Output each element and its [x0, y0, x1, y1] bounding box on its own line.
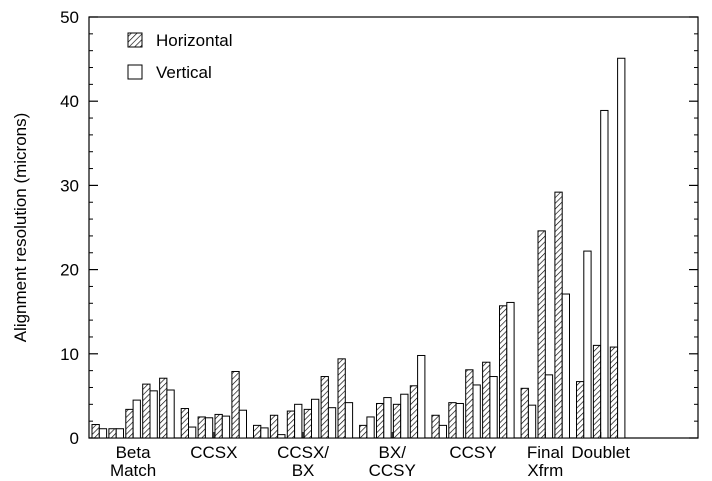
bar-horizontal [376, 402, 385, 439]
bar-horizontal [576, 381, 585, 439]
x-axis-categories: Beta Match CCSX CCSX/BX BX/CCSY CCSY Final Xfrm… [110, 432, 630, 480]
bar-vertical [383, 397, 392, 439]
bar-vertical [489, 376, 498, 439]
y-tick-label: 20 [60, 261, 79, 280]
bars [91, 57, 626, 439]
bar-horizontal [609, 346, 619, 439]
bar-vertical [277, 434, 286, 439]
bar-horizontal [125, 408, 134, 439]
bar-horizontal [337, 358, 346, 439]
bar-vertical [188, 426, 197, 439]
y-tick-label: 50 [60, 8, 79, 27]
bar-vertical [327, 407, 337, 439]
y-tick-label: 0 [70, 429, 79, 448]
bar-horizontal [554, 191, 563, 439]
legend-swatch-horizontal [127, 32, 143, 48]
y-tick-label: 40 [60, 92, 79, 111]
bar-vertical [561, 293, 571, 439]
bar-horizontal [465, 369, 474, 439]
bar-horizontal [253, 424, 262, 439]
bar-horizontal [286, 410, 296, 439]
bar-horizontal [231, 370, 240, 439]
bar-horizontal [320, 376, 329, 439]
bar-horizontal [142, 383, 151, 439]
bar-horizontal [269, 414, 279, 439]
bar-horizontal [409, 385, 419, 439]
bar-vertical [417, 354, 426, 439]
bar-horizontal [159, 377, 168, 439]
y-axis-ticks: 0 10 20 30 40 50 [60, 8, 698, 448]
bar-vertical [166, 389, 175, 439]
bar-horizontal [180, 408, 189, 439]
x-category-label: Beta Match [110, 443, 156, 480]
x-category-label: CCSY [449, 443, 496, 462]
bar-vertical [204, 417, 214, 439]
bar-horizontal [197, 416, 206, 439]
bar-vertical [344, 402, 354, 439]
bar-vertical [221, 415, 231, 439]
bar-vertical [544, 374, 554, 439]
x-category-label: Final Xfrm [527, 443, 564, 480]
bar-vertical [98, 428, 108, 439]
bar-vertical [149, 390, 158, 439]
legend: Horizontal Vertical [127, 31, 233, 82]
bar-vertical [472, 384, 481, 439]
x-category-label: CCSX/BX [277, 443, 329, 480]
bar-vertical [600, 109, 609, 439]
x-category-label: Doublet [571, 443, 630, 462]
legend-label-horizontal: Horizontal [156, 31, 233, 50]
x-category-label: BX/CCSY [369, 443, 416, 480]
bar-horizontal [359, 424, 368, 439]
bar-horizontal [448, 402, 457, 439]
bar-horizontal [499, 305, 508, 439]
bar-horizontal [392, 403, 402, 439]
x-category-label: CCSX [190, 443, 237, 462]
bar-horizontal [91, 424, 100, 439]
bar-vertical [438, 424, 448, 439]
bar-horizontal [214, 413, 223, 439]
bar-vertical [455, 402, 464, 439]
bar-horizontal [482, 361, 491, 439]
bar-vertical [115, 428, 124, 439]
y-tick-label: 10 [60, 345, 79, 364]
bar-vertical [527, 404, 537, 439]
bar-horizontal [108, 428, 117, 439]
legend-label-vertical: Vertical [156, 63, 212, 82]
bar-vertical [294, 403, 303, 439]
bar-vertical [238, 409, 247, 439]
bar-vertical [583, 250, 592, 439]
y-axis-label: Alignment resolution (microns) [11, 113, 30, 343]
y-tick-label: 30 [60, 176, 79, 195]
bar-horizontal [303, 408, 313, 439]
bar-horizontal [592, 344, 602, 439]
bar-horizontal [537, 230, 546, 439]
bar-vertical [366, 416, 375, 439]
legend-swatch-vertical [127, 64, 143, 80]
bar-vertical [311, 398, 320, 439]
bar-horizontal [520, 387, 529, 439]
bar-vertical [617, 57, 626, 439]
bar-vertical [400, 393, 409, 439]
bar-vertical [260, 427, 269, 439]
bar-vertical [506, 301, 515, 439]
bar-vertical [132, 399, 141, 439]
bar-horizontal [431, 414, 440, 439]
